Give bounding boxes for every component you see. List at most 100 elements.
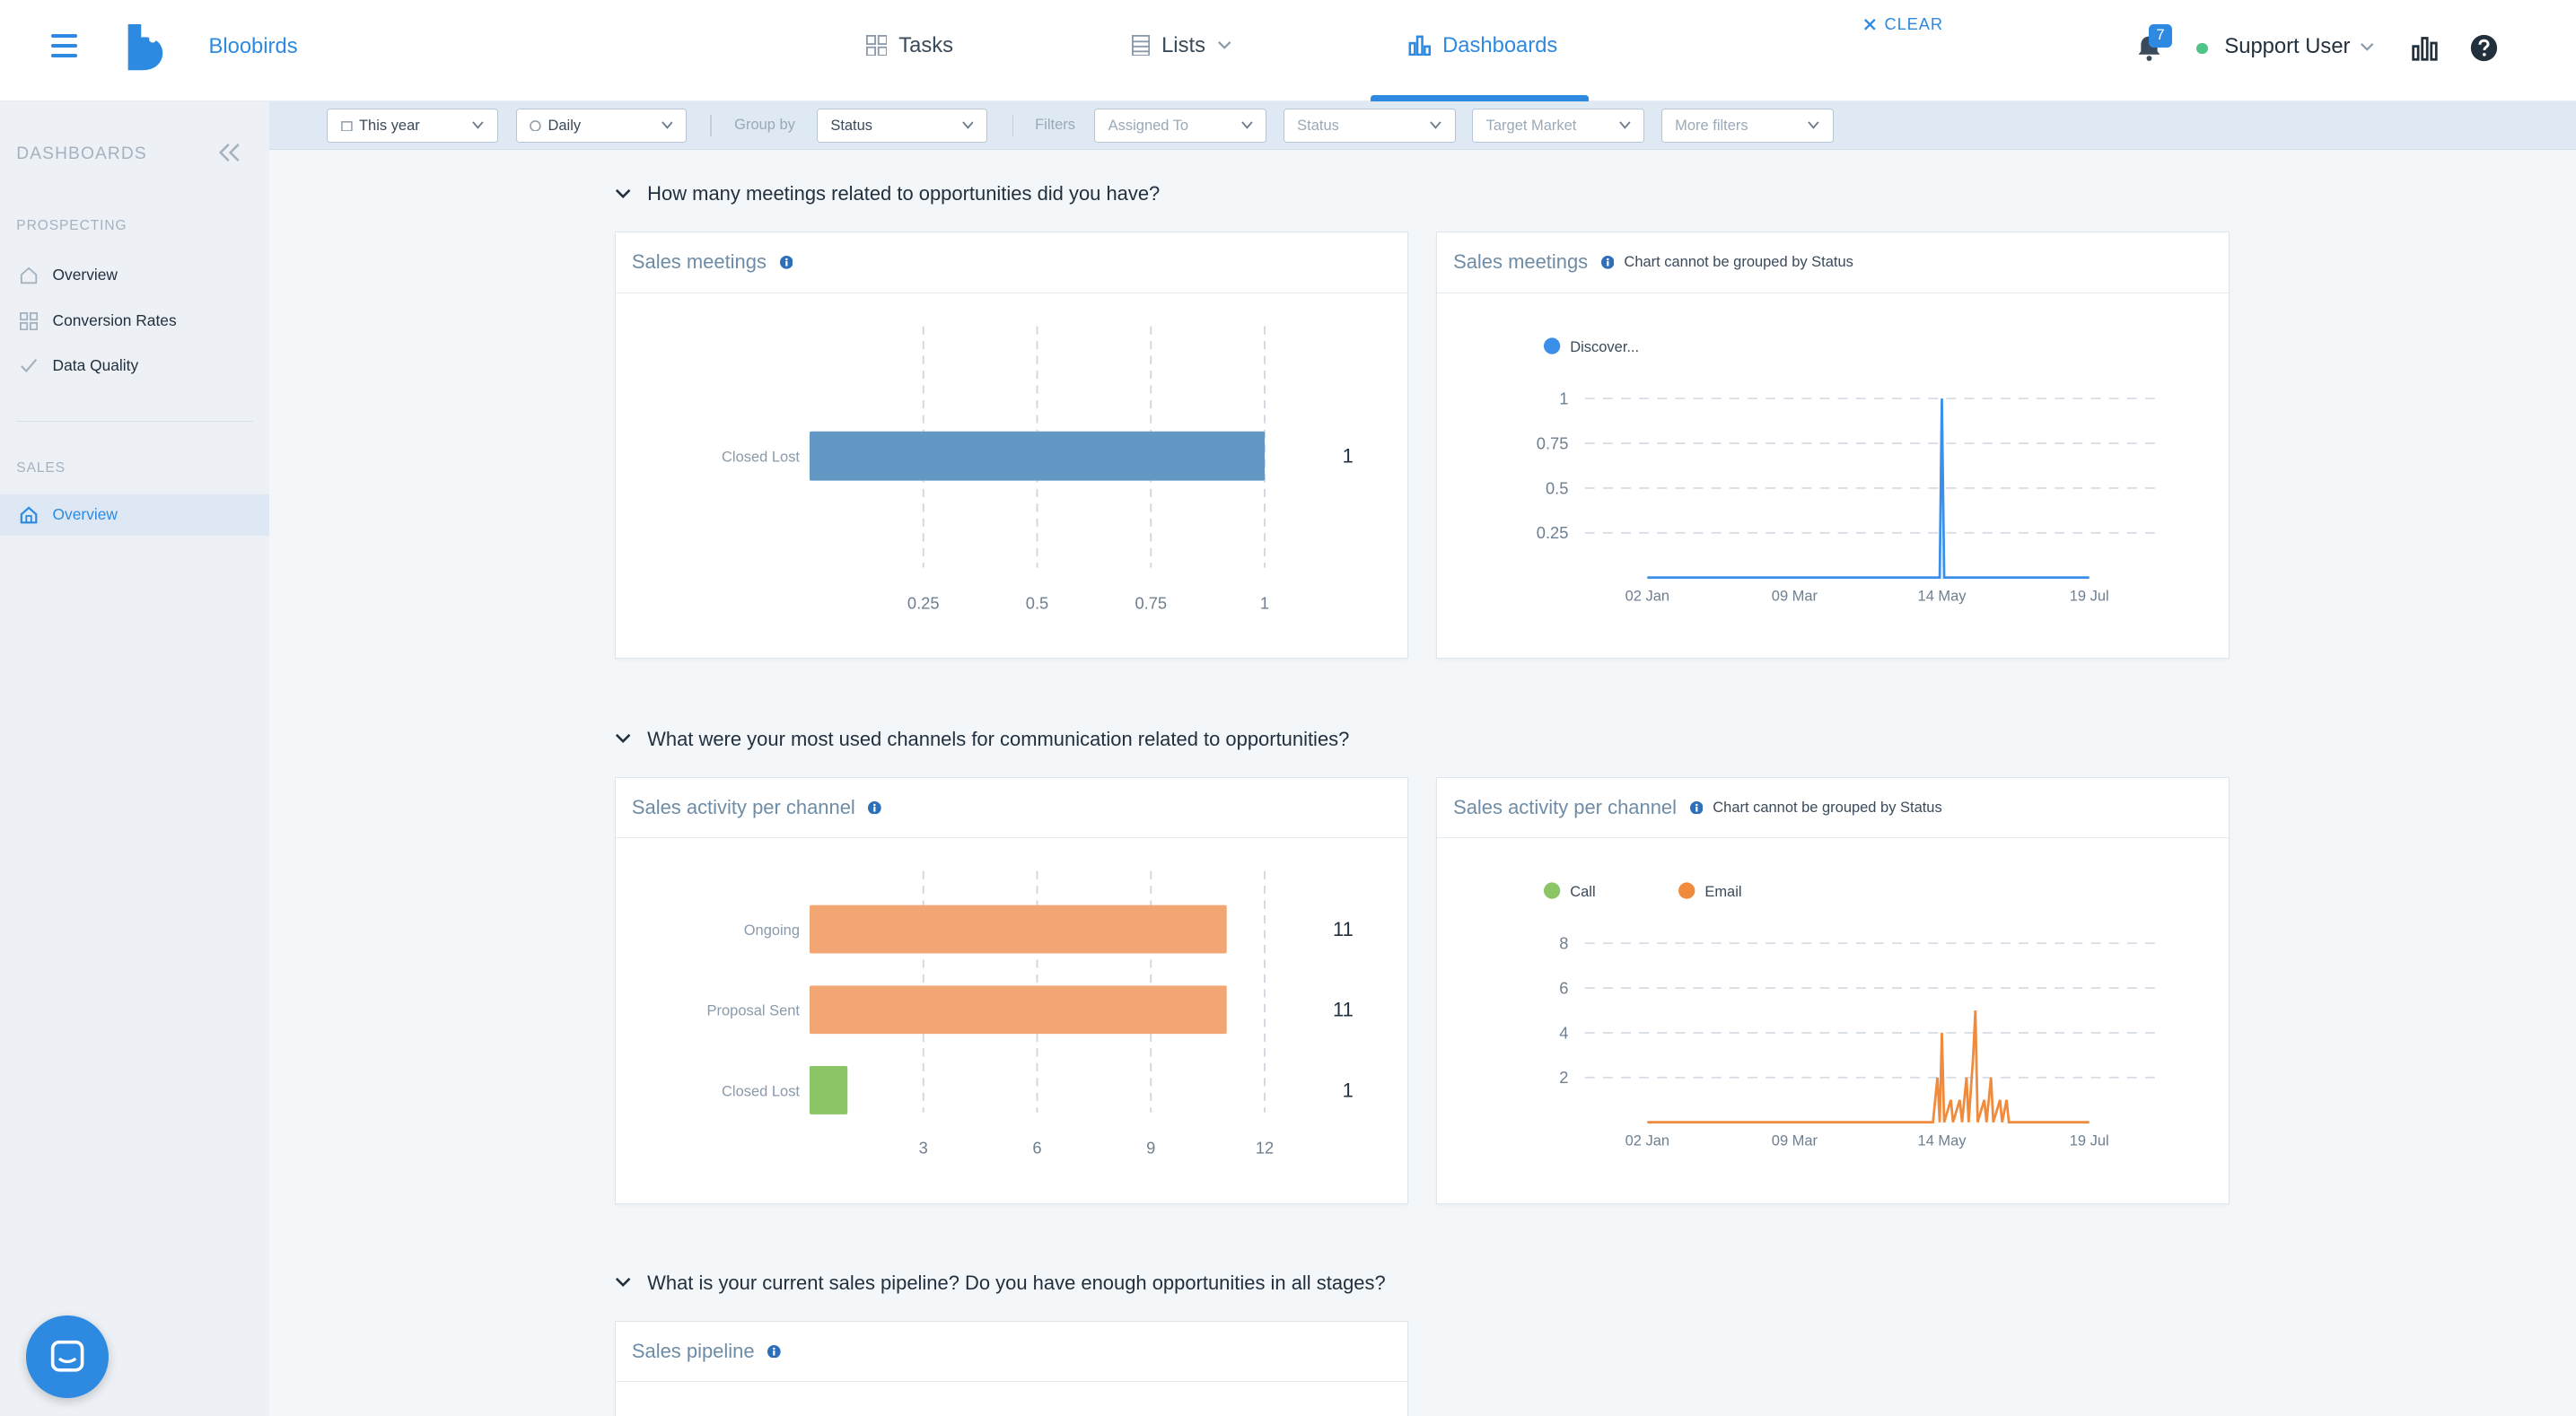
home-icon: [20, 267, 38, 284]
card-title: Sales activity per channel: [631, 796, 855, 819]
y-tick-label: 8: [1559, 934, 1568, 953]
section-question-text: What is your current sales pipeline? Do …: [647, 1271, 1386, 1294]
section-question[interactable]: What were your most used channels for co…: [615, 727, 1350, 751]
chevron-down-icon: [1618, 120, 1631, 129]
info-icon[interactable]: [779, 256, 793, 269]
x-tick-label: 12: [1255, 1139, 1273, 1158]
nav-dashboards-label: Dashboards: [1442, 32, 1558, 57]
active-tab-indicator: [1370, 95, 1589, 102]
date-range-select[interactable]: This year: [327, 108, 498, 144]
card-title: Sales meetings: [631, 250, 767, 274]
legend-marker: [1543, 337, 1561, 354]
info-icon[interactable]: [767, 1344, 781, 1359]
chevron-down-icon: [1240, 120, 1253, 129]
assigned-to-placeholder: Assigned To: [1108, 117, 1189, 134]
user-menu[interactable]: Support User: [2224, 34, 2375, 59]
x-tick-label: 1: [1259, 593, 1268, 612]
help-icon[interactable]: [2469, 33, 2499, 63]
chevron-down-icon: [661, 120, 673, 129]
group-by-select[interactable]: Status: [816, 108, 988, 144]
category-label: Ongoing: [743, 922, 799, 939]
x-tick-label: 09 Mar: [1772, 588, 1818, 604]
bar: [809, 431, 1265, 481]
section-question-text: What were your most used channels for co…: [647, 727, 1350, 750]
legend-label: Call: [1570, 884, 1595, 900]
x-tick-label: 02 Jan: [1625, 588, 1669, 604]
y-tick-label: 4: [1559, 1024, 1568, 1043]
chevron-down-icon: [615, 188, 630, 198]
section-question-text: How many meetings related to opportuniti…: [647, 182, 1161, 205]
chat-launcher-button[interactable]: [26, 1315, 109, 1398]
bar: [809, 1066, 847, 1115]
meetings-line-chart: Discover... 0.25 0.5 0.75 1 02 Jan 09 Mar 14 Ma…: [1537, 337, 2160, 604]
sidebar-item-label: Overview: [52, 505, 118, 524]
chat-icon: [50, 1340, 84, 1372]
sidebar-item-sales-overview[interactable]: Overview: [0, 494, 270, 536]
x-tick-label: 19 Jul: [2069, 588, 2108, 604]
activity-line-chart: Call Email 2 4 6 8 02 Jan 09 Mar 14 May 19 Jul: [1543, 882, 2160, 1149]
series-line: [1647, 1010, 2090, 1124]
double-chevron-left-icon[interactable]: [217, 143, 241, 162]
meetings-line-card: Sales meetings Chart cannot be grouped b…: [1435, 232, 2230, 659]
card-note: Chart cannot be grouped by Status: [1713, 799, 1942, 816]
filter-bar: This year Daily Group by Status Filters …: [269, 101, 2576, 150]
x-tick-label: 0.25: [907, 593, 939, 612]
bar: [809, 905, 1227, 954]
section-question[interactable]: What is your current sales pipeline? Do …: [615, 1272, 1386, 1295]
calendar-icon: [341, 120, 353, 132]
sidebar-item-conversion-rates[interactable]: Conversion Rates: [0, 301, 269, 342]
grid-icon: [19, 311, 39, 330]
close-icon: [1863, 19, 1876, 31]
info-icon[interactable]: [1600, 256, 1615, 269]
sidebar-item-data-quality[interactable]: Data Quality: [0, 345, 269, 386]
chevron-down-icon: [2361, 43, 2374, 51]
sidebar-section-prospecting: PROSPECTING: [16, 218, 127, 234]
sidebar-title: DASHBOARDS: [16, 144, 147, 164]
clock-icon: [530, 119, 541, 132]
analytics-icon[interactable]: [2410, 33, 2440, 63]
clear-filters-button[interactable]: CLEAR: [1863, 14, 1943, 34]
list-icon: [1132, 34, 1151, 57]
bloobirds-logo-icon[interactable]: [125, 24, 164, 71]
target-market-select[interactable]: Target Market: [1472, 108, 1645, 144]
chevron-down-icon: [615, 734, 630, 744]
checkmark-icon: [21, 359, 38, 373]
activity-line-card: Sales activity per channel Chart cannot …: [1435, 776, 2230, 1204]
nav-tasks[interactable]: Tasks: [865, 33, 953, 58]
data-label: 1: [1342, 1079, 1353, 1102]
data-label: 11: [1333, 999, 1354, 1021]
granularity-select[interactable]: Daily: [515, 108, 688, 144]
filter-separator: [1012, 115, 1014, 136]
clear-label: CLEAR: [1884, 14, 1944, 34]
chevron-down-icon: [961, 120, 974, 129]
chevron-down-icon: [472, 120, 484, 129]
sidebar-item-prospecting-overview[interactable]: Overview: [0, 255, 269, 296]
more-filters-select[interactable]: More filters: [1660, 108, 1834, 144]
x-tick-label: 6: [1032, 1139, 1041, 1158]
legend-label: Discover...: [1570, 339, 1639, 355]
granularity-value: Daily: [548, 117, 582, 134]
menu-icon[interactable]: [50, 34, 78, 60]
filters-label: Filters: [1035, 116, 1075, 133]
series-line: [1647, 398, 2090, 579]
status-select[interactable]: Status: [1283, 108, 1456, 144]
card-note: Chart cannot be grouped by Status: [1624, 253, 1853, 270]
nav-dashboards[interactable]: Dashboards: [1408, 32, 1558, 58]
notification-badge: 7: [2149, 24, 2172, 48]
info-icon[interactable]: [868, 800, 882, 815]
x-tick-label: 19 Jul: [2069, 1133, 2108, 1149]
x-tick-label: 9: [1146, 1139, 1155, 1158]
sidebar-item-label: Overview: [52, 266, 118, 284]
x-tick-label: 3: [918, 1139, 927, 1158]
date-range-value: This year: [359, 117, 420, 134]
x-tick-label: 14 May: [1917, 1133, 1967, 1149]
section-question[interactable]: How many meetings related to opportuniti…: [615, 182, 1161, 205]
brand-name[interactable]: Bloobirds: [208, 34, 298, 59]
info-icon[interactable]: [1689, 800, 1704, 815]
nav-lists[interactable]: Lists: [1132, 33, 1231, 58]
top-bar: Bloobirds Tasks Lists Dashboards 7 Suppo…: [0, 0, 2576, 102]
assigned-to-select[interactable]: Assigned To: [1094, 108, 1267, 144]
legend-marker: [1543, 882, 1561, 900]
x-tick-label: 0.75: [1135, 593, 1167, 612]
online-status-dot: [2196, 42, 2209, 55]
